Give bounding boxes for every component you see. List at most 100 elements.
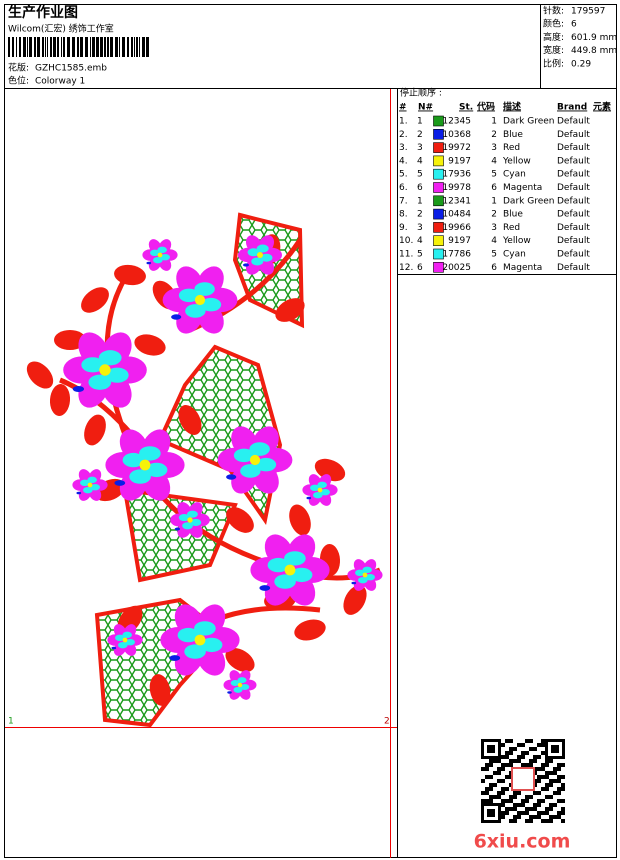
qr-cell	[545, 787, 549, 791]
petal-inner	[362, 566, 372, 574]
color-swatch	[433, 129, 444, 140]
petal-inner	[115, 634, 125, 642]
stitches: 10484	[442, 210, 471, 220]
qr-cell	[497, 771, 501, 775]
qr-cell	[513, 795, 517, 799]
qr-cell	[525, 795, 529, 799]
qr-cell	[553, 803, 557, 807]
leaf	[134, 334, 166, 356]
qr-cell	[517, 759, 521, 763]
accent	[259, 585, 271, 591]
petal-inner	[260, 253, 273, 262]
bar	[77, 37, 79, 57]
needle: 4	[417, 156, 423, 166]
qr-cell	[541, 799, 545, 803]
qr-cell	[537, 815, 541, 819]
code: 1	[491, 117, 497, 127]
qr-cell	[501, 815, 505, 819]
qr-cell	[537, 779, 541, 783]
qr-cell	[557, 787, 561, 791]
color-swatch	[433, 222, 444, 233]
stat-label: 针数:	[543, 5, 564, 17]
flower-center	[362, 572, 368, 578]
bar	[53, 37, 56, 57]
bar	[119, 37, 120, 57]
qr-cell	[501, 755, 505, 759]
column-header: Brand	[557, 103, 587, 113]
description: Dark Green	[503, 117, 554, 127]
embroidery-preview	[26, 212, 383, 728]
leaf	[84, 414, 106, 446]
qr-cell	[561, 811, 565, 815]
qr-cell	[485, 775, 489, 779]
qr-cell	[541, 811, 545, 815]
qr-cell	[557, 799, 561, 803]
qr-cell	[541, 739, 545, 743]
qr-cell	[521, 803, 525, 807]
qr-cell	[537, 775, 541, 779]
qr-cell	[489, 759, 493, 763]
stat-label: 高度:	[543, 31, 564, 43]
qr-cell	[533, 815, 537, 819]
description: Yellow	[502, 156, 531, 166]
bar	[19, 37, 21, 57]
brand: Default	[557, 263, 590, 273]
qr-cell	[513, 803, 517, 807]
stitches: 19972	[442, 143, 471, 153]
color-swatch	[433, 248, 444, 260]
qr-cell	[557, 815, 561, 819]
color-swatch	[433, 115, 444, 127]
qr-cell	[541, 763, 545, 767]
qr-cell	[509, 747, 513, 751]
needle: 5	[417, 250, 423, 260]
code: 6	[491, 263, 497, 273]
qr-cell	[489, 763, 493, 767]
qr-cell	[549, 803, 553, 807]
accent	[171, 314, 182, 320]
row-index: 4.	[399, 156, 408, 166]
qr-cell	[513, 747, 517, 751]
bar	[45, 37, 46, 57]
bar	[90, 37, 91, 57]
qr-cell	[501, 767, 505, 771]
petal-inner	[284, 551, 306, 566]
bar	[134, 37, 135, 57]
qr-cell	[493, 759, 497, 763]
qr-cell	[561, 807, 565, 811]
qr-logo	[511, 767, 535, 791]
qr-cell	[501, 779, 505, 783]
leaf	[289, 504, 311, 536]
bar	[72, 37, 75, 57]
qr-cell	[557, 767, 561, 771]
qr-cell	[485, 787, 489, 791]
qr-cell	[517, 743, 521, 747]
qr-cell	[541, 787, 545, 791]
bar	[80, 37, 83, 57]
description: Cyan	[503, 250, 526, 260]
leaf	[226, 507, 254, 533]
qr-cell	[537, 767, 541, 771]
petal-inner	[240, 684, 250, 691]
row-index: 12.	[399, 263, 413, 273]
qr-cell	[549, 771, 553, 775]
qr-cell	[537, 791, 541, 795]
qr-cell	[545, 807, 549, 811]
row-index: 7.	[399, 196, 408, 206]
qr-cell	[517, 811, 521, 815]
petal-inner	[249, 442, 270, 456]
petal-inner	[122, 452, 145, 468]
qr-cell	[529, 759, 533, 763]
petal-inner	[145, 462, 168, 478]
bar	[50, 37, 52, 57]
qr-cell	[533, 747, 537, 751]
description: Magenta	[503, 263, 542, 273]
stitches: 17936	[442, 170, 471, 180]
code: 3	[491, 143, 497, 153]
brand: Default	[557, 130, 590, 140]
code: 2	[491, 210, 497, 220]
flower-center	[87, 482, 93, 488]
qr-cell	[541, 775, 545, 779]
qr-cell	[541, 819, 545, 823]
brand: Default	[557, 210, 590, 220]
